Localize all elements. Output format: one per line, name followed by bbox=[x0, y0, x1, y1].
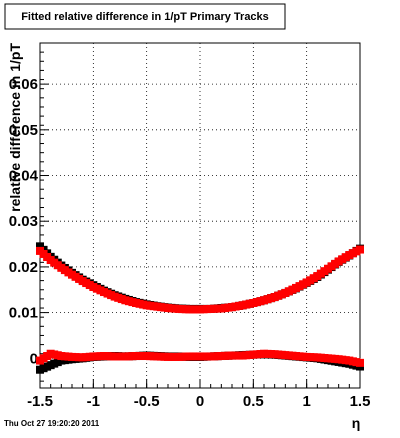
x-tick-label: -1 bbox=[87, 393, 100, 410]
series-3 bbox=[36, 349, 364, 367]
chart-title: Fitted relative difference in 1/pT Prima… bbox=[21, 11, 269, 23]
x-axis-title: η bbox=[352, 415, 361, 431]
tick-layer: -1.5 -1 -0.5 0 0.5 1 1.5 0 0.01 0.02 0.03 0.04 0.05 0… bbox=[9, 51, 371, 410]
x-tick-label: -0.5 bbox=[134, 393, 160, 410]
y-tick-label: 0.03 bbox=[9, 213, 38, 230]
x-tick-label: 0 bbox=[196, 393, 204, 410]
y-tick-label: 0.02 bbox=[9, 259, 38, 276]
data-point bbox=[356, 245, 364, 254]
y-tick-label: 0 bbox=[30, 350, 38, 367]
data-point bbox=[356, 358, 364, 367]
y-tick-label: 0.01 bbox=[9, 305, 38, 322]
y-axis-title: relative difference in 1/pT bbox=[7, 43, 23, 212]
x-tick-label: 1 bbox=[302, 393, 310, 410]
series-layer bbox=[36, 242, 364, 374]
x-tick-label: 0.5 bbox=[243, 393, 264, 410]
x-tick-label: 1.5 bbox=[350, 393, 371, 410]
y-tick-label: 0.05 bbox=[9, 122, 38, 139]
grid-layer bbox=[40, 43, 360, 388]
x-tick-label: -1.5 bbox=[27, 393, 53, 410]
datestamp: Thu Oct 27 19:20:20 2011 bbox=[4, 419, 100, 428]
y-tick-label: 0.04 bbox=[9, 168, 39, 185]
title-box: Fitted relative difference in 1/pT Prima… bbox=[4, 3, 286, 30]
title-box-frame bbox=[4, 3, 286, 30]
y-tick-label: 0.06 bbox=[9, 76, 38, 93]
series-1 bbox=[36, 245, 364, 314]
